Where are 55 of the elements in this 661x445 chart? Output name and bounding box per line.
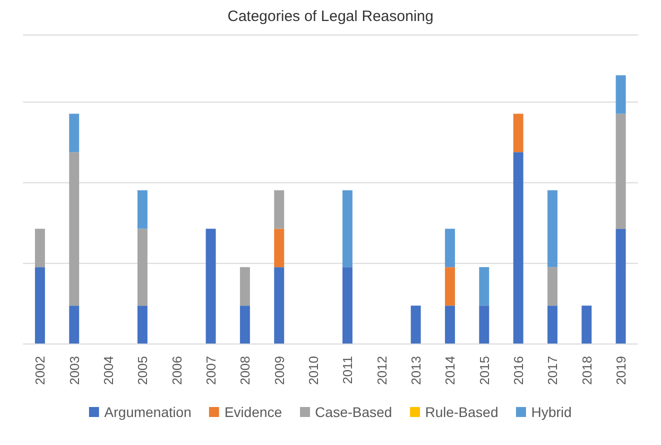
bar bbox=[274, 267, 284, 344]
x-tick-label: 2015 bbox=[476, 356, 492, 385]
x-tick-label: 2010 bbox=[306, 356, 321, 385]
bar bbox=[69, 152, 80, 306]
bar bbox=[616, 75, 626, 114]
bar bbox=[547, 190, 558, 268]
x-tick-label: 2017 bbox=[545, 356, 560, 385]
x-tick-label: 2011 bbox=[340, 356, 356, 384]
legend-label: Argumenation bbox=[103, 404, 192, 420]
x-tick-label: 2014 bbox=[442, 356, 458, 385]
bar bbox=[137, 190, 148, 229]
bar bbox=[137, 306, 148, 344]
bar bbox=[513, 152, 524, 344]
bar bbox=[274, 228, 284, 268]
chart-title: Categories of Legal Reasoning bbox=[226, 8, 434, 25]
x-tick-label: 2006 bbox=[169, 356, 184, 385]
x-tick-label: 2012 bbox=[374, 356, 390, 385]
legend-label: Rule-Based bbox=[424, 404, 498, 420]
bar bbox=[582, 306, 592, 344]
x-tick-label: 2013 bbox=[408, 356, 424, 385]
bar bbox=[410, 306, 421, 344]
bar bbox=[206, 228, 216, 344]
bar bbox=[547, 267, 558, 306]
bar bbox=[137, 228, 148, 306]
bar bbox=[342, 190, 352, 268]
bar bbox=[479, 267, 490, 306]
bar bbox=[479, 306, 490, 344]
bar bbox=[513, 114, 524, 152]
bar bbox=[34, 267, 45, 344]
legend-label: Evidence bbox=[223, 404, 282, 420]
x-tick-label: 2009 bbox=[272, 356, 287, 385]
bar bbox=[69, 114, 80, 152]
x-tick-label: 2003 bbox=[66, 356, 82, 385]
x-tick-label: 2005 bbox=[135, 356, 150, 385]
x-tick-label: 2004 bbox=[100, 356, 116, 385]
bar bbox=[240, 267, 250, 306]
bar bbox=[274, 190, 284, 229]
bar bbox=[616, 229, 626, 344]
bar bbox=[444, 228, 455, 268]
bar bbox=[34, 228, 45, 268]
x-tick-label: 2019 bbox=[613, 356, 628, 385]
bar bbox=[616, 114, 626, 229]
legend-label: Case-Based bbox=[314, 404, 392, 420]
x-tick-label: 2002 bbox=[32, 356, 48, 385]
bar bbox=[444, 267, 455, 306]
bar bbox=[342, 267, 352, 344]
x-tick-label: 2018 bbox=[579, 356, 594, 385]
x-tick-label: 2016 bbox=[510, 356, 526, 385]
bar bbox=[547, 306, 558, 344]
bar bbox=[240, 306, 250, 344]
bar bbox=[69, 306, 80, 344]
x-tick-label: 2008 bbox=[238, 356, 253, 385]
bar bbox=[444, 306, 455, 344]
legend-label: Hybrid bbox=[530, 404, 572, 420]
x-tick-label: 2007 bbox=[203, 356, 218, 385]
